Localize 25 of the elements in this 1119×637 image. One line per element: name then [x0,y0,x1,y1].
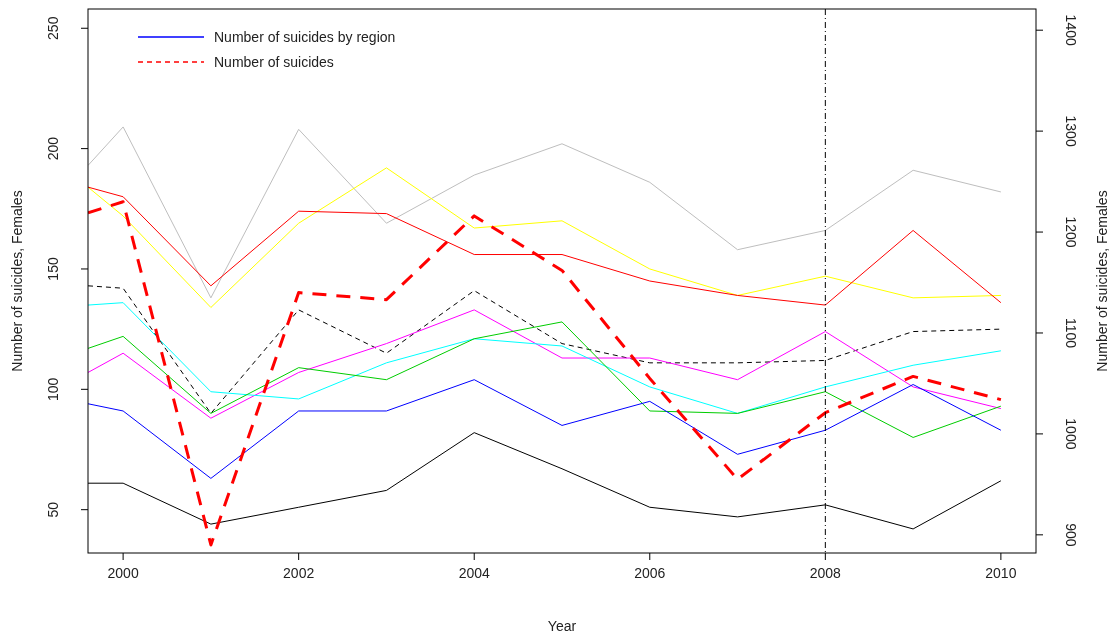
y2-tick-label: 1300 [1063,115,1079,147]
y-tick-label: 150 [45,257,61,281]
y2-tick-label: 900 [1063,523,1079,547]
line-series [88,126,1002,299]
y-tick-label: 200 [45,136,61,161]
y2-tick-label: 1400 [1063,14,1079,46]
y2-tick-label: 1200 [1063,216,1079,248]
x-axis-title: Year [547,618,577,634]
line-series [88,321,1002,438]
x-tick-label: 2004 [458,565,490,581]
y2-axis-title: Number of suicides, Females [1094,190,1110,372]
x-tick-label: 2008 [809,565,842,581]
y-tick-label: 250 [45,16,61,40]
y-tick-label: 50 [45,501,61,518]
x-tick-label: 2000 [107,565,139,581]
line-series [88,379,1002,479]
y-axis-title: Number of suicides, Females [9,190,25,372]
y-tick-label: 100 [45,377,61,401]
x-tick-label: 2010 [985,565,1017,581]
y2-tick-label: 1000 [1063,418,1079,450]
x-tick-label: 2002 [283,565,315,581]
legend-label: Number of suicides [214,54,334,70]
legend-label: Number of suicides by region [214,29,396,45]
x-tick-label: 2006 [634,565,666,581]
y2-tick-label: 1100 [1063,317,1079,349]
